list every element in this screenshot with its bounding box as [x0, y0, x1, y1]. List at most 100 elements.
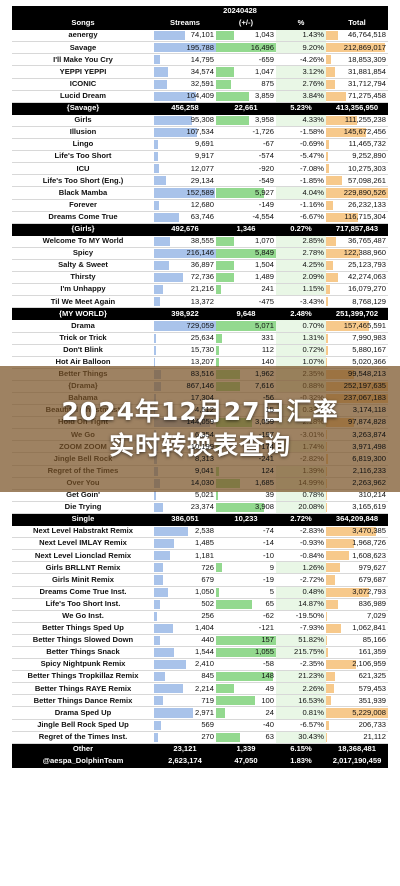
- change-cell: 331: [216, 332, 276, 345]
- total-cell: 31,881,854: [326, 65, 389, 79]
- pct-cell: -3.43%: [276, 295, 327, 309]
- change-cell-bar: [216, 236, 234, 246]
- song-name: Savage: [12, 41, 154, 55]
- total-cell-value: 46,764,518: [348, 30, 387, 40]
- total-cell: 85,166: [326, 634, 389, 647]
- streams-cell: 36,897: [154, 259, 216, 273]
- change-cell-bar: [216, 635, 276, 645]
- change-cell-value: 5,071: [254, 320, 274, 330]
- change-cell-value: -549: [258, 175, 274, 185]
- table-row: Trick or Trick 25,634 331 1.31% 7,990,983: [12, 332, 389, 345]
- streams-cell-bar: [154, 176, 166, 186]
- streams-cell-bar: [154, 732, 158, 742]
- song-name: I'll Make You Cry: [12, 53, 154, 67]
- streams-cell-value: 72,736: [190, 272, 214, 282]
- change-cell-value: 3,859: [254, 90, 274, 100]
- streams-cell-bar: [154, 539, 174, 549]
- change-cell-bar: [216, 696, 255, 706]
- change-cell: 63: [216, 731, 276, 744]
- song-name: Dreams Come True Inst.: [12, 586, 154, 599]
- streams-cell: 32,591: [154, 78, 216, 91]
- change-cell: -920: [216, 162, 276, 176]
- streams-cell-bar: [154, 575, 163, 585]
- change-cell: 100: [216, 694, 276, 708]
- total-cell: 26,232,133: [326, 199, 389, 212]
- streams-cell-value: 729,059: [186, 320, 214, 330]
- song-name: Life's Too Short: [12, 150, 154, 164]
- pct-cell: -2.72%: [276, 573, 327, 587]
- change-cell-value: -4,554: [252, 211, 274, 221]
- pct-cell: 1.15%: [276, 283, 327, 297]
- streams-cell: 21,216: [154, 283, 216, 297]
- streams-cell-bar: [154, 551, 170, 561]
- change-cell-value: 39: [265, 490, 274, 500]
- total-cell: 42,274,063: [326, 271, 389, 285]
- total-cell: 7,990,983: [326, 332, 389, 345]
- streams-cell: 9,917: [154, 150, 216, 164]
- song-name: I'm Unhappy: [12, 283, 154, 297]
- total-cell-bar: [326, 635, 328, 645]
- table-row: Girls 95,308 3,958 4.33% 111,255,238: [12, 114, 389, 127]
- total-cell-bar: [326, 321, 370, 331]
- change-cell-value: 1,043: [254, 30, 274, 40]
- change-cell-bar: [216, 333, 222, 343]
- total-cell: 71,275,458: [326, 90, 389, 103]
- streams-cell: 23,374: [154, 501, 216, 514]
- total-cell-value: 229,890,526: [343, 187, 387, 197]
- change-cell-value: 49: [265, 683, 274, 693]
- change-cell-value: -62: [263, 610, 274, 620]
- change-cell-value: 112: [261, 344, 274, 354]
- total-cell-value: 157,465,591: [343, 320, 387, 330]
- change-cell: -659: [216, 53, 276, 67]
- change-cell-value: 140: [261, 357, 274, 367]
- total-cell: 3,165,619: [326, 501, 389, 514]
- change-cell-bar: [216, 285, 221, 295]
- change-cell-value: -241: [258, 453, 274, 463]
- change-cell-value: -1,726: [252, 127, 274, 137]
- streams-cell-value: 845: [201, 671, 214, 681]
- change-cell-bar: [216, 490, 218, 500]
- streams-cell: 9,691: [154, 138, 216, 152]
- table-row: Die Trying 23,374 3,908 20.08% 3,165,619: [12, 501, 389, 514]
- total-cell-value: 2,116,233: [352, 465, 387, 475]
- streams-cell-value: 6,354: [194, 429, 214, 439]
- total-cell: 5,880,167: [326, 344, 389, 357]
- song-name: Better Things RAYE Remix: [12, 682, 154, 696]
- change-cell: 24: [216, 706, 276, 720]
- total-cell-value: 18,853,309: [348, 54, 387, 64]
- group-pct: 2.72%: [276, 513, 327, 527]
- song-name: Lingo: [12, 138, 154, 152]
- change-cell: 1,047: [216, 65, 276, 79]
- streams-cell-bar: [154, 672, 166, 682]
- song-name: Life's Too Short Inst.: [12, 598, 154, 611]
- streams-cell-value: 29,134: [190, 175, 214, 185]
- change-cell: 5,071: [216, 319, 276, 333]
- total-cell-value: 9,252,890: [352, 151, 387, 161]
- change-cell-value: -659: [258, 54, 274, 64]
- change-cell: 112: [216, 344, 276, 357]
- streams-cell-bar: [154, 297, 160, 307]
- streams-cell-bar: [154, 502, 164, 512]
- total-cell: 979,627: [326, 561, 389, 575]
- streams-cell-bar: [154, 188, 216, 198]
- total-cell: 310,214: [326, 489, 389, 502]
- pct-cell: 0.72%: [276, 344, 327, 357]
- table-row: Illusion 107,534 -1,726 -1.58% 145,672,456: [12, 126, 389, 140]
- change-cell-bar: [216, 357, 219, 367]
- pct-cell: 1.31%: [276, 332, 327, 345]
- table-row: Better Things Tropkillaz Remix 845 148 21.2…: [12, 670, 389, 684]
- group-summary-row: {MY WORLD} 398,922 9,648 2.48% 251,399,702: [12, 307, 389, 321]
- total-cell: 157,465,591: [326, 319, 389, 333]
- total-cell-bar: [326, 285, 331, 295]
- group-name: @aespa_DolphinTeam: [12, 755, 154, 768]
- song-name: Girls BRLLNT Remix: [12, 561, 154, 575]
- streams-cell-bar: [154, 152, 158, 162]
- total-cell-value: 310,214: [358, 490, 387, 500]
- pct-cell: -0.84%: [276, 549, 327, 563]
- group-streams: 456,258: [154, 102, 216, 115]
- change-cell-value: -10: [263, 550, 274, 560]
- change-cell-value: 1,047: [254, 66, 274, 76]
- total-cell-value: 212,869,017: [343, 42, 387, 52]
- total-cell-bar: [326, 176, 343, 186]
- change-cell-bar: [216, 502, 264, 512]
